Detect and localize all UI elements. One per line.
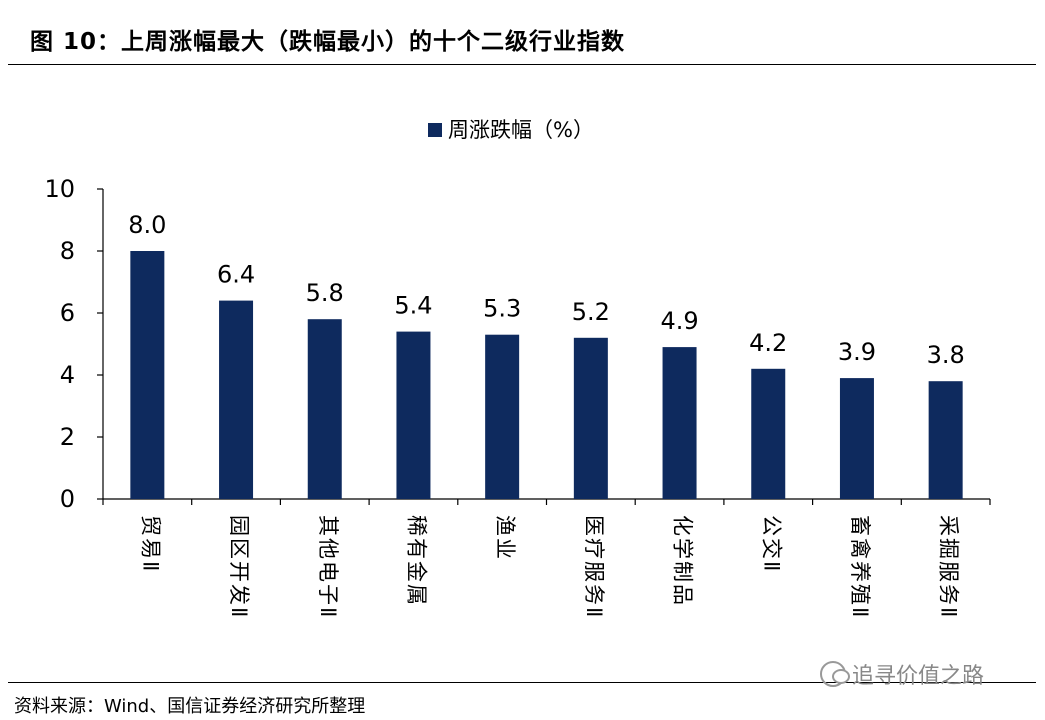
bar	[219, 300, 254, 499]
data-label: 4.2	[749, 329, 787, 357]
bar	[662, 347, 697, 499]
legend-swatch	[428, 123, 442, 137]
bar	[751, 368, 786, 499]
y-tick-label: 6	[60, 299, 75, 327]
data-label: 3.9	[838, 338, 876, 366]
bar	[928, 381, 963, 499]
y-tick-label: 4	[60, 361, 75, 389]
y-tick-label: 10	[44, 175, 75, 203]
legend-label: 周涨跌幅（%）	[448, 118, 594, 142]
watermark: 追寻价值之路	[820, 658, 984, 690]
y-tick-label: 2	[60, 423, 75, 451]
x-tick-label: 采掘服务Ⅱ	[937, 515, 961, 619]
data-label: 5.2	[572, 298, 610, 326]
watermark-text: 追寻价值之路	[852, 664, 985, 689]
figure-title: 图 10：上周涨幅最大（跌幅最小）的十个二级行业指数	[30, 29, 626, 55]
x-tick-label: 医疗服务Ⅱ	[582, 515, 606, 619]
y-tick-label: 0	[60, 485, 75, 513]
x-tick-label: 其他电子Ⅱ	[316, 515, 340, 619]
data-label: 3.8	[927, 341, 965, 369]
x-tick-label: 园区开发Ⅱ	[227, 515, 251, 619]
bar	[839, 378, 874, 499]
x-tick-label: 化学制品	[671, 515, 695, 607]
x-tick-label: 稀有金属	[404, 515, 428, 607]
source-note: 资料来源：Wind、国信证券经济研究所整理	[14, 696, 366, 717]
x-tick-label: 渔业	[493, 515, 517, 561]
title-bar: 图 10：上周涨幅最大（跌幅最小）的十个二级行业指数	[8, 14, 1036, 65]
bar	[485, 334, 520, 499]
bar	[396, 331, 431, 499]
bar	[130, 251, 165, 499]
data-label: 6.4	[217, 261, 255, 289]
x-tick-label: 公交Ⅱ	[759, 515, 783, 573]
data-label: 4.9	[660, 307, 698, 335]
x-tick-label: 贸易Ⅱ	[138, 515, 162, 573]
data-label: 5.4	[394, 292, 432, 320]
y-tick-label: 8	[60, 237, 75, 265]
bar	[307, 319, 342, 499]
footer-divider	[8, 682, 1036, 683]
bar-chart: 0 2 4 6 8 10 8.0 贸易Ⅱ 6.4 园区开发Ⅱ 5.8 其他电子Ⅱ 5.4 稀有金属 5.3 渔…	[44, 118, 991, 619]
data-label: 8.0	[128, 211, 166, 239]
x-tick-label: 畜禽养殖Ⅱ	[848, 515, 872, 619]
data-label: 5.3	[483, 295, 521, 323]
chat-bubble-icon	[820, 661, 850, 687]
bar	[573, 337, 608, 499]
data-label: 5.8	[306, 279, 344, 307]
